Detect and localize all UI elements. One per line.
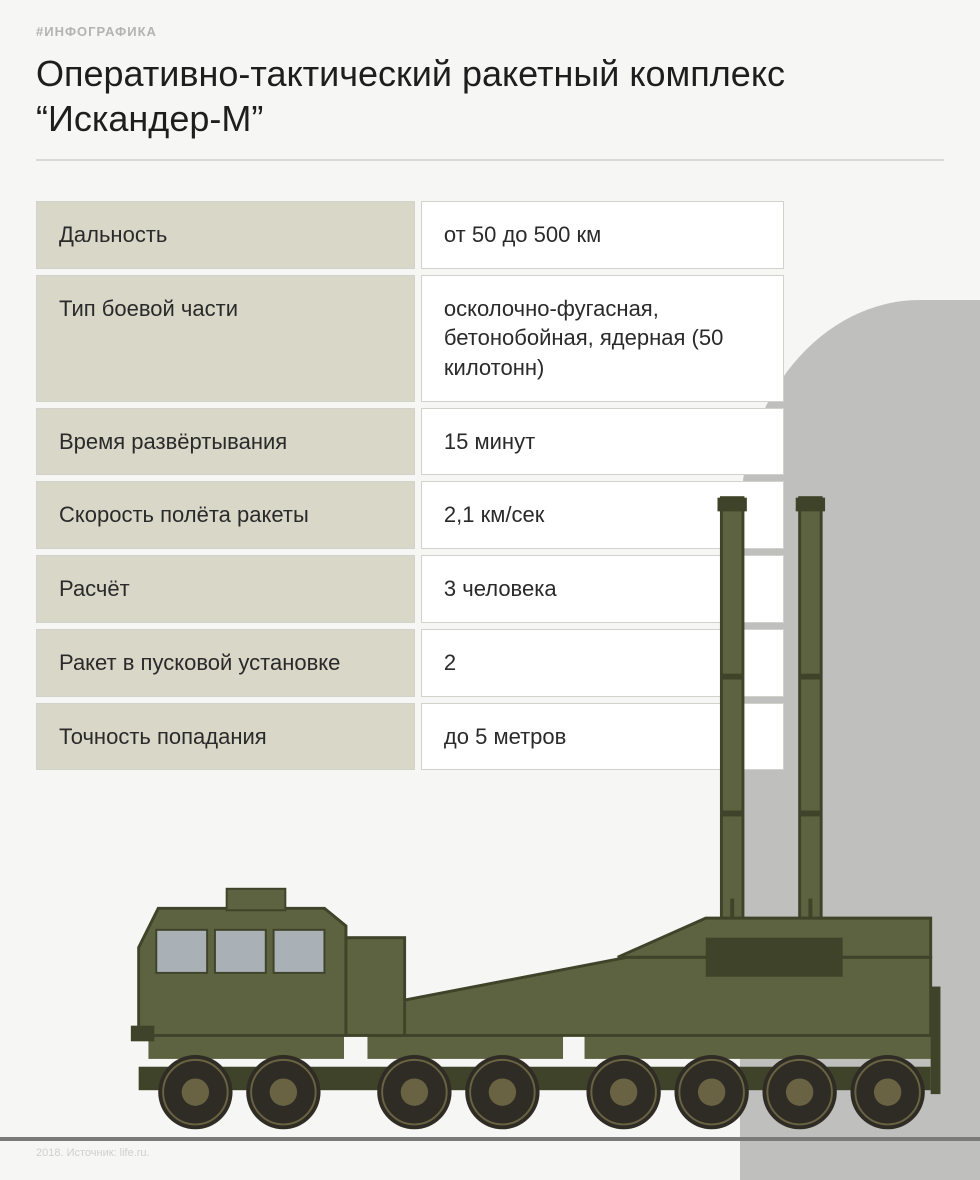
footer-source: 2018. Источник: life.ru. [36,1147,150,1159]
title-divider [36,159,944,161]
spec-value: от 50 до 500 км [421,201,784,269]
spec-value: осколочно-фугасная, бетонобойная, ядерна… [421,275,784,402]
spec-label: Тип боевой части [36,275,415,402]
table-row: Тип боевой частиосколочно-фугасная, бето… [36,275,784,402]
spec-label: Дальность [36,201,415,269]
ground-line [0,1137,980,1141]
page-title: Оперативно-тактический ракетный комплекс… [36,51,944,141]
table-row: Дальностьот 50 до 500 км [36,201,784,269]
category-tag: #ИНФОГРАФИКА [36,24,944,39]
vehicle-illustration [80,441,960,1141]
